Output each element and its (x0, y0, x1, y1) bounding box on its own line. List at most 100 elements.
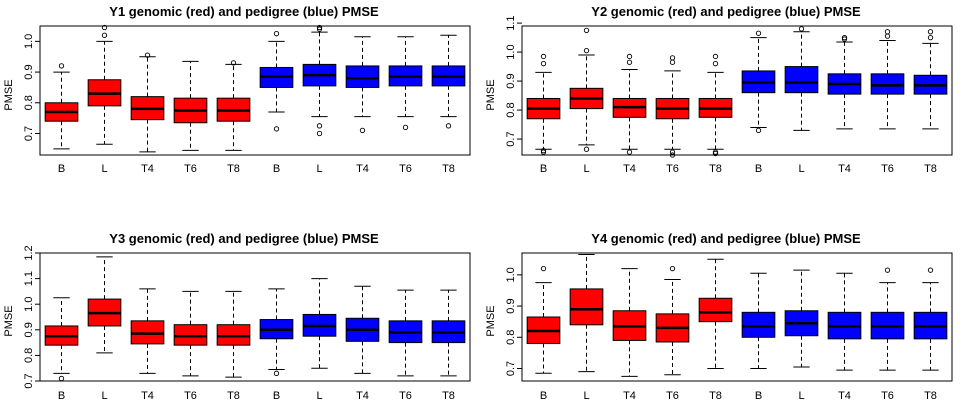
y-tick-label: 0.8 (505, 330, 517, 345)
y-axis-label: PMSE (3, 79, 15, 110)
y-axis-label: PMSE (485, 305, 497, 336)
outlier-point (626, 59, 633, 65)
y-tick-label: 0.7 (23, 373, 35, 388)
chart-panel-y2: Y2 genomic (red) and pedigree (blue) PMS… (482, 0, 964, 203)
outlier-point (755, 30, 762, 36)
outlier-point (927, 267, 934, 273)
x-tick-label: T8 (442, 163, 455, 175)
outlier-point (540, 61, 547, 67)
outlier-point (583, 47, 590, 54)
outlier-point (884, 33, 891, 39)
x-tick-label: T4 (623, 163, 636, 175)
box (741, 311, 776, 338)
outlier-point (927, 34, 934, 41)
y-axis-label: PMSE (485, 79, 497, 110)
x-tick-label: T4 (838, 163, 851, 175)
box (345, 65, 380, 88)
x-tick-label: L (316, 163, 322, 175)
chart-panel-y1: Y1 genomic (red) and pedigree (blue) PMS… (0, 0, 482, 203)
y-tick-label: 0.9 (505, 298, 517, 313)
outlier-point (712, 150, 719, 157)
outlier-point (316, 24, 323, 31)
y-tick-label: 1.0 (23, 297, 35, 312)
x-tick-label: L (101, 390, 107, 402)
outlier-point (230, 60, 237, 66)
y-tick-label: 1.0 (505, 44, 517, 59)
boxplot-marks: 0.7 0.8 0.9 1.0 1.1 1.2 B L T4 T6 T8 B L T4 T6 T8 (23, 245, 471, 402)
y-tick-label: 0.7 (505, 131, 517, 146)
x-tick-label: T6 (666, 390, 679, 402)
chart-panel-y4: Y4 genomic (red) and pedigree (blue) PMS… (482, 203, 964, 406)
x-tick-label: L (583, 163, 589, 175)
outlier-point (626, 53, 633, 60)
x-tick-label: B (540, 163, 547, 175)
x-tick-label: T4 (356, 163, 369, 175)
chart-title: Y1 genomic (red) and pedigree (blue) PMS… (109, 4, 379, 19)
x-tick-label: B (273, 390, 280, 402)
y-tick-label: 0.9 (23, 322, 35, 337)
outlier-point (402, 124, 409, 131)
y-tick-label: 1.1 (505, 15, 517, 30)
outlier-point (884, 29, 891, 35)
chart-svg-y4: Y4 genomic (red) and pedigree (blue) PMS… (485, 231, 953, 402)
x-tick-label: T8 (227, 163, 240, 175)
x-tick-label: T6 (881, 390, 894, 402)
outlier-point (798, 26, 805, 32)
outlier-point (669, 152, 676, 158)
x-tick-label: T6 (399, 163, 412, 175)
chart-title: Y3 genomic (red) and pedigree (blue) PMS… (109, 231, 379, 246)
outlier-point (101, 32, 108, 38)
box (698, 297, 733, 323)
outlier-point (58, 63, 65, 69)
outlier-point (884, 267, 891, 273)
outlier-point (755, 127, 762, 134)
outlier-point (540, 149, 547, 155)
x-tick-label: L (798, 390, 804, 402)
box (173, 324, 208, 346)
outlier-point (712, 53, 719, 60)
x-tick-label: B (755, 163, 762, 175)
x-tick-label: T6 (881, 163, 894, 175)
outlier-point (273, 31, 280, 37)
outlier-point (58, 375, 65, 382)
y-tick-label: 1.2 (23, 245, 35, 260)
x-tick-label: T4 (623, 390, 636, 402)
plot-frame (39, 25, 471, 156)
outlier-point (316, 123, 323, 129)
outlier-point (273, 126, 280, 132)
box (216, 324, 251, 346)
x-tick-label: T6 (666, 163, 679, 175)
y-tick-label: 0.7 (505, 361, 517, 376)
boxplot-marks: 0.7 0.8 0.9 1.0 B L T4 T6 T8 B L T4 T6 T8 (505, 252, 953, 402)
x-tick-label: T8 (442, 390, 455, 402)
x-tick-label: L (101, 163, 107, 175)
x-tick-label: B (755, 390, 762, 402)
outlier-point (540, 53, 547, 60)
outlier-point (712, 61, 719, 67)
outlier-point (626, 149, 633, 155)
x-tick-label: L (583, 390, 589, 402)
outlier-point (273, 370, 280, 376)
y-axis-label: PMSE (3, 305, 15, 336)
outlier-point (445, 123, 452, 129)
x-tick-label: T6 (399, 390, 412, 402)
outlier-point (144, 52, 151, 58)
chart-svg-y2: Y2 genomic (red) and pedigree (blue) PMS… (485, 4, 953, 175)
x-tick-label: B (540, 390, 547, 402)
x-tick-label: B (58, 163, 65, 175)
plot-frame (521, 252, 953, 382)
chart-title: Y4 genomic (red) and pedigree (blue) PMS… (591, 231, 861, 246)
chart-svg-y3: Y3 genomic (red) and pedigree (blue) PMS… (3, 231, 471, 402)
x-tick-label: B (58, 390, 65, 402)
outlier-point (841, 34, 848, 41)
x-tick-label: T6 (184, 390, 197, 402)
box (569, 288, 604, 326)
outlier-point (101, 24, 108, 31)
outlier-point (669, 55, 676, 61)
outlier-point (359, 127, 366, 134)
boxplot-marks: 0.7 0.8 0.9 1.0 B L T4 T6 T8 B L T4 T6 T8 (23, 24, 471, 175)
chart-title: Y2 genomic (red) and pedigree (blue) PMS… (591, 4, 861, 19)
outlier-point (316, 130, 323, 137)
x-tick-label: T6 (184, 163, 197, 175)
outlier-point (316, 26, 323, 32)
